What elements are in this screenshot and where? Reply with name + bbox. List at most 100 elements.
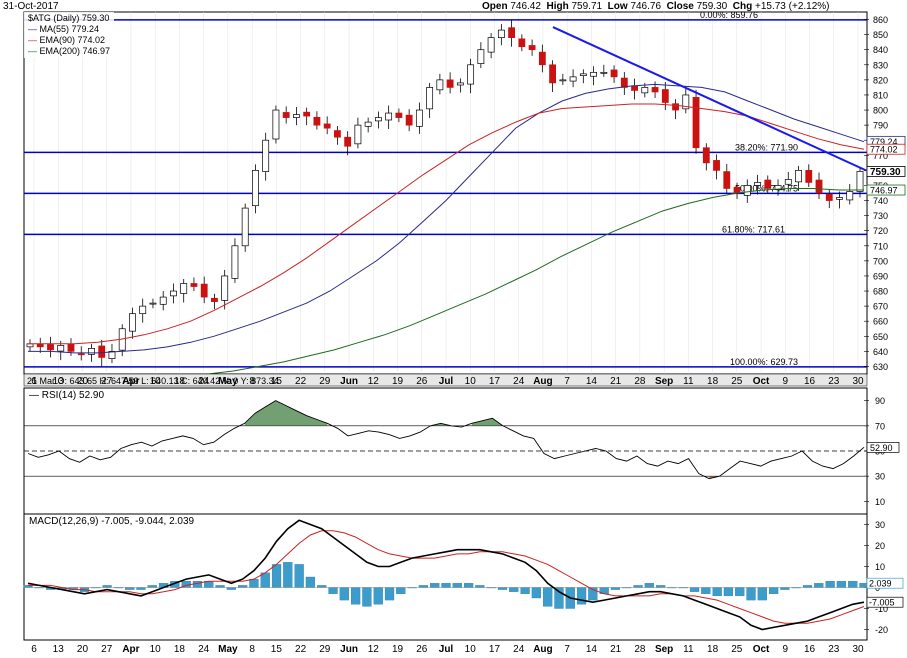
- candle-body: [456, 82, 464, 86]
- fib-label: 61.80%: 717.61: [722, 224, 785, 234]
- macd-histogram-bar: [136, 587, 146, 590]
- candle-body: [139, 305, 147, 315]
- macd-x-tick-label: 22: [295, 644, 307, 655]
- macd-histogram-bar: [147, 585, 157, 588]
- candle-body: [497, 29, 505, 38]
- macd-histogram-bar: [125, 587, 135, 590]
- macd-histogram-bar: [531, 587, 541, 599]
- macd-histogram-bar: [294, 564, 304, 588]
- candle-body: [518, 38, 526, 48]
- macd-histogram-bar: [475, 585, 485, 588]
- price-x-tick-label: 14: [586, 376, 598, 387]
- macd-histogram-bar: [226, 587, 236, 590]
- candle-body: [600, 71, 608, 74]
- price-axis-label: 690: [873, 271, 888, 281]
- candle-body: [344, 136, 352, 147]
- candle-body: [631, 85, 638, 91]
- candle-body: [754, 182, 761, 186]
- macd-axis-label: -20: [875, 625, 888, 635]
- macd-x-tick-label: 24: [198, 644, 210, 655]
- price-x-tick-label: 17: [489, 376, 501, 387]
- legend-ma55: — MA(55) 779.24: [28, 24, 100, 34]
- fib-label: 0.00%: 859.76: [700, 10, 758, 20]
- candle-body: [364, 121, 372, 127]
- price-x-tick-label: 18: [707, 376, 719, 387]
- candle-body: [579, 73, 587, 77]
- candle-body: [272, 109, 280, 140]
- macd-x-tick-label: 8: [249, 644, 255, 655]
- candle-body: [98, 345, 106, 358]
- macd-x-tick-label: 15: [271, 644, 283, 655]
- price-axis-label: 810: [873, 90, 888, 100]
- price-axis-label: 660: [873, 317, 888, 327]
- macd-histogram-bar: [644, 583, 654, 588]
- price-x-tick-label: 9: [783, 376, 789, 387]
- candle-body: [323, 123, 331, 129]
- candle-body: [57, 344, 65, 352]
- candle-body: [795, 170, 802, 183]
- macd-histogram-bar: [576, 587, 587, 605]
- price-x-tick-label: 18: [174, 376, 186, 387]
- rsi-line: [27, 400, 865, 480]
- macd-x-tick-label: 16: [804, 644, 816, 655]
- macd-current-label: 2.039: [869, 579, 892, 589]
- macd-histogram-bar: [418, 585, 429, 588]
- candle-body: [477, 49, 485, 64]
- candle-body: [713, 160, 720, 171]
- candle-body: [262, 139, 270, 172]
- macd-histogram-bar: [373, 587, 383, 605]
- chart-date: 31-Oct-2017: [3, 1, 59, 12]
- macd-histogram-bar: [271, 564, 282, 588]
- macd-x-tick-label: 28: [634, 644, 646, 655]
- candle-body: [170, 290, 177, 297]
- candle-body: [538, 51, 546, 66]
- price-axis-label: 840: [873, 45, 888, 55]
- macd-x-tick-label: Sep: [655, 644, 673, 655]
- macd-axis-label: -10: [875, 604, 888, 614]
- price-axis-label: 670: [873, 302, 888, 312]
- macd-histogram-bar: [825, 581, 835, 588]
- price-tag-label: 759.30: [870, 167, 901, 178]
- macd-x-tick-label: 29: [319, 644, 331, 655]
- macd-x-tick-label: 18: [174, 644, 186, 655]
- macd-histogram-bar: [735, 587, 745, 597]
- macd-current-box: [866, 596, 904, 608]
- rsi-current-label: 52.90: [870, 443, 893, 453]
- price-axis-label: 740: [873, 196, 888, 206]
- macd-histogram-bar: [848, 581, 858, 588]
- legend-ema90: — EMA(90) 774.02: [28, 35, 106, 45]
- price-tag-label: 779.24: [870, 137, 898, 147]
- price-x-tick-label: 13: [53, 376, 65, 387]
- price-x-tick-label: Apr: [122, 376, 139, 387]
- macd-axis-label: 10: [875, 562, 885, 572]
- rsi-axis-label: 10: [875, 497, 885, 507]
- macd-x-tick-label: 10: [150, 644, 162, 655]
- price-axis-label: 770: [873, 151, 888, 161]
- candle-body: [354, 124, 362, 145]
- price-x-tick-label: 23: [828, 376, 840, 387]
- rsi-overbought-fill: [471, 418, 503, 426]
- price-x-tick-label: 26: [416, 376, 428, 387]
- macd-histogram-bar: [633, 585, 643, 588]
- ohlc-readout: 21 Mar O: 643.65 H: 647.59 L: 640.13 C: …: [27, 376, 279, 386]
- macd-histogram-bar: [339, 587, 349, 601]
- macd-panel: [23, 513, 868, 641]
- candle-body: [374, 117, 382, 122]
- macd-histogram-bar: [102, 585, 112, 588]
- price-axis-label: 820: [873, 75, 888, 85]
- ma55-line: [28, 83, 865, 354]
- price-axis-label: 790: [873, 121, 888, 131]
- macd-histogram-bar: [463, 583, 474, 588]
- price-x-tick-label: 27: [101, 376, 113, 387]
- ohlc-header: Open 746.42 High 759.71 Low 746.76 Close…: [482, 1, 830, 12]
- candle-body: [252, 170, 259, 207]
- price-x-tick-label: 28: [634, 376, 646, 387]
- price-x-tick-label: 15: [271, 376, 283, 387]
- ohlc-readout-bar: [23, 373, 868, 387]
- macd-axis-label: 30: [875, 520, 885, 530]
- candle-body: [221, 275, 229, 301]
- price-tag-box: [866, 143, 906, 155]
- price-tag-box: [866, 184, 906, 196]
- rsi-overbought-fill: [430, 423, 452, 426]
- price-x-tick-label: Oct: [753, 376, 770, 387]
